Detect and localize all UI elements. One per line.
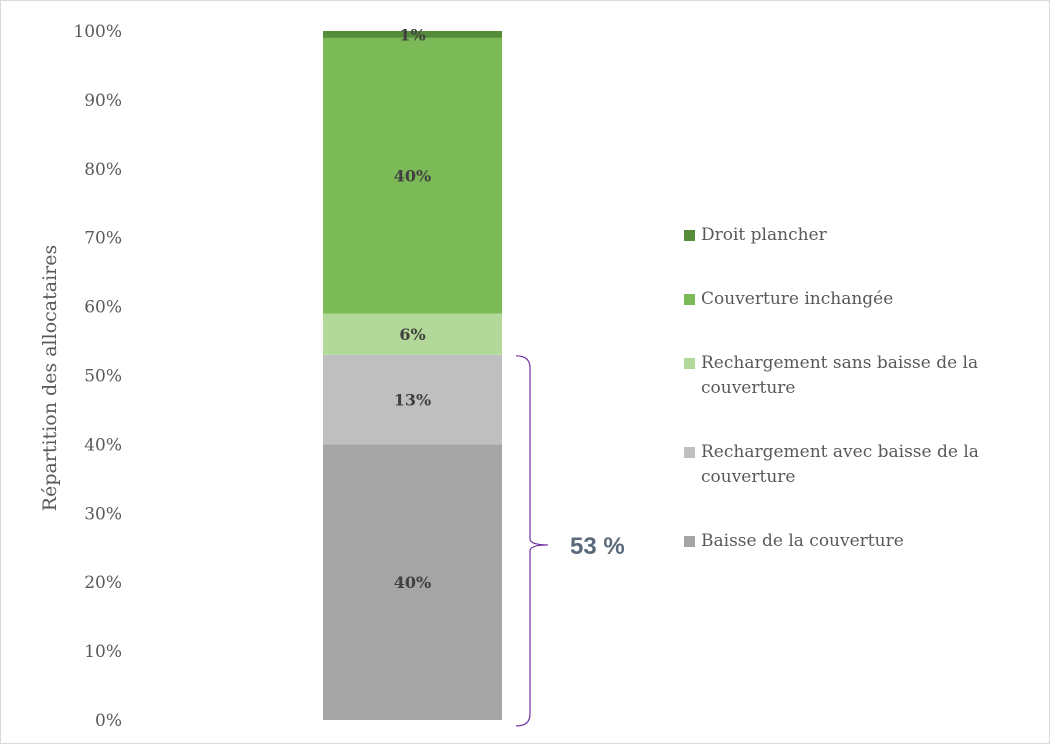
y-tick-label: 60% <box>84 298 122 318</box>
bar-segments <box>323 31 502 720</box>
y-tick-label: 100% <box>73 22 122 42</box>
data-label: 6% <box>399 325 425 344</box>
y-tick-label: 20% <box>84 573 122 593</box>
legend-label: Rechargement sans baisse de la couverture <box>701 353 978 398</box>
bracket-line <box>515 355 549 727</box>
data-label: 1% <box>399 25 425 44</box>
legend-item: Droit plancher <box>684 225 828 245</box>
bar-segment <box>323 37 502 314</box>
legend-swatch <box>684 358 695 369</box>
legend-swatch <box>684 536 695 547</box>
legend-label: Rechargement avec baisse de la couverture <box>701 442 979 487</box>
data-label: 40% <box>394 573 431 592</box>
y-tick-label: 0% <box>95 711 122 731</box>
y-tick-label: 70% <box>84 229 122 249</box>
legend-swatch <box>684 230 695 241</box>
bar-segment <box>323 444 502 720</box>
legend-item: Couverture inchangée <box>684 289 893 309</box>
y-tick-label: 30% <box>84 504 122 524</box>
y-tick-label: 90% <box>84 91 122 111</box>
y-tick-label: 50% <box>84 367 122 387</box>
legend-item: Baisse de la couverture <box>684 531 904 551</box>
legend-item: Rechargement sans baisse de la couverture <box>684 353 978 398</box>
legend: Droit plancher Couverture inchangée Rechar… <box>684 225 979 551</box>
bar-segment <box>323 31 502 38</box>
data-label: 13% <box>394 391 431 410</box>
y-tick-label: 40% <box>84 435 122 455</box>
data-labels: 40% 13% 6% 40% 1% <box>394 25 431 592</box>
bar-segment <box>323 354 502 445</box>
bar-segment <box>323 313 502 355</box>
legend-swatch <box>684 447 695 458</box>
legend-label: Couverture inchangée <box>701 289 893 309</box>
bracket-annotation: 53 % <box>515 355 625 727</box>
bracket-label: 53 % <box>570 533 625 560</box>
legend-item: Rechargement avec baisse de la couverture <box>684 442 979 487</box>
y-tick-label: 10% <box>84 642 122 662</box>
legend-label: Baisse de la couverture <box>701 531 904 551</box>
y-axis-label: Répartition des allocataires <box>39 245 61 511</box>
y-axis-ticks: 0% 10% 20% 30% 40% 50% 60% 70% 80% 90% 100% <box>73 22 122 731</box>
legend-swatch <box>684 294 695 305</box>
y-tick-label: 80% <box>84 160 122 180</box>
data-label: 40% <box>394 167 431 186</box>
legend-label: Droit plancher <box>701 225 828 245</box>
